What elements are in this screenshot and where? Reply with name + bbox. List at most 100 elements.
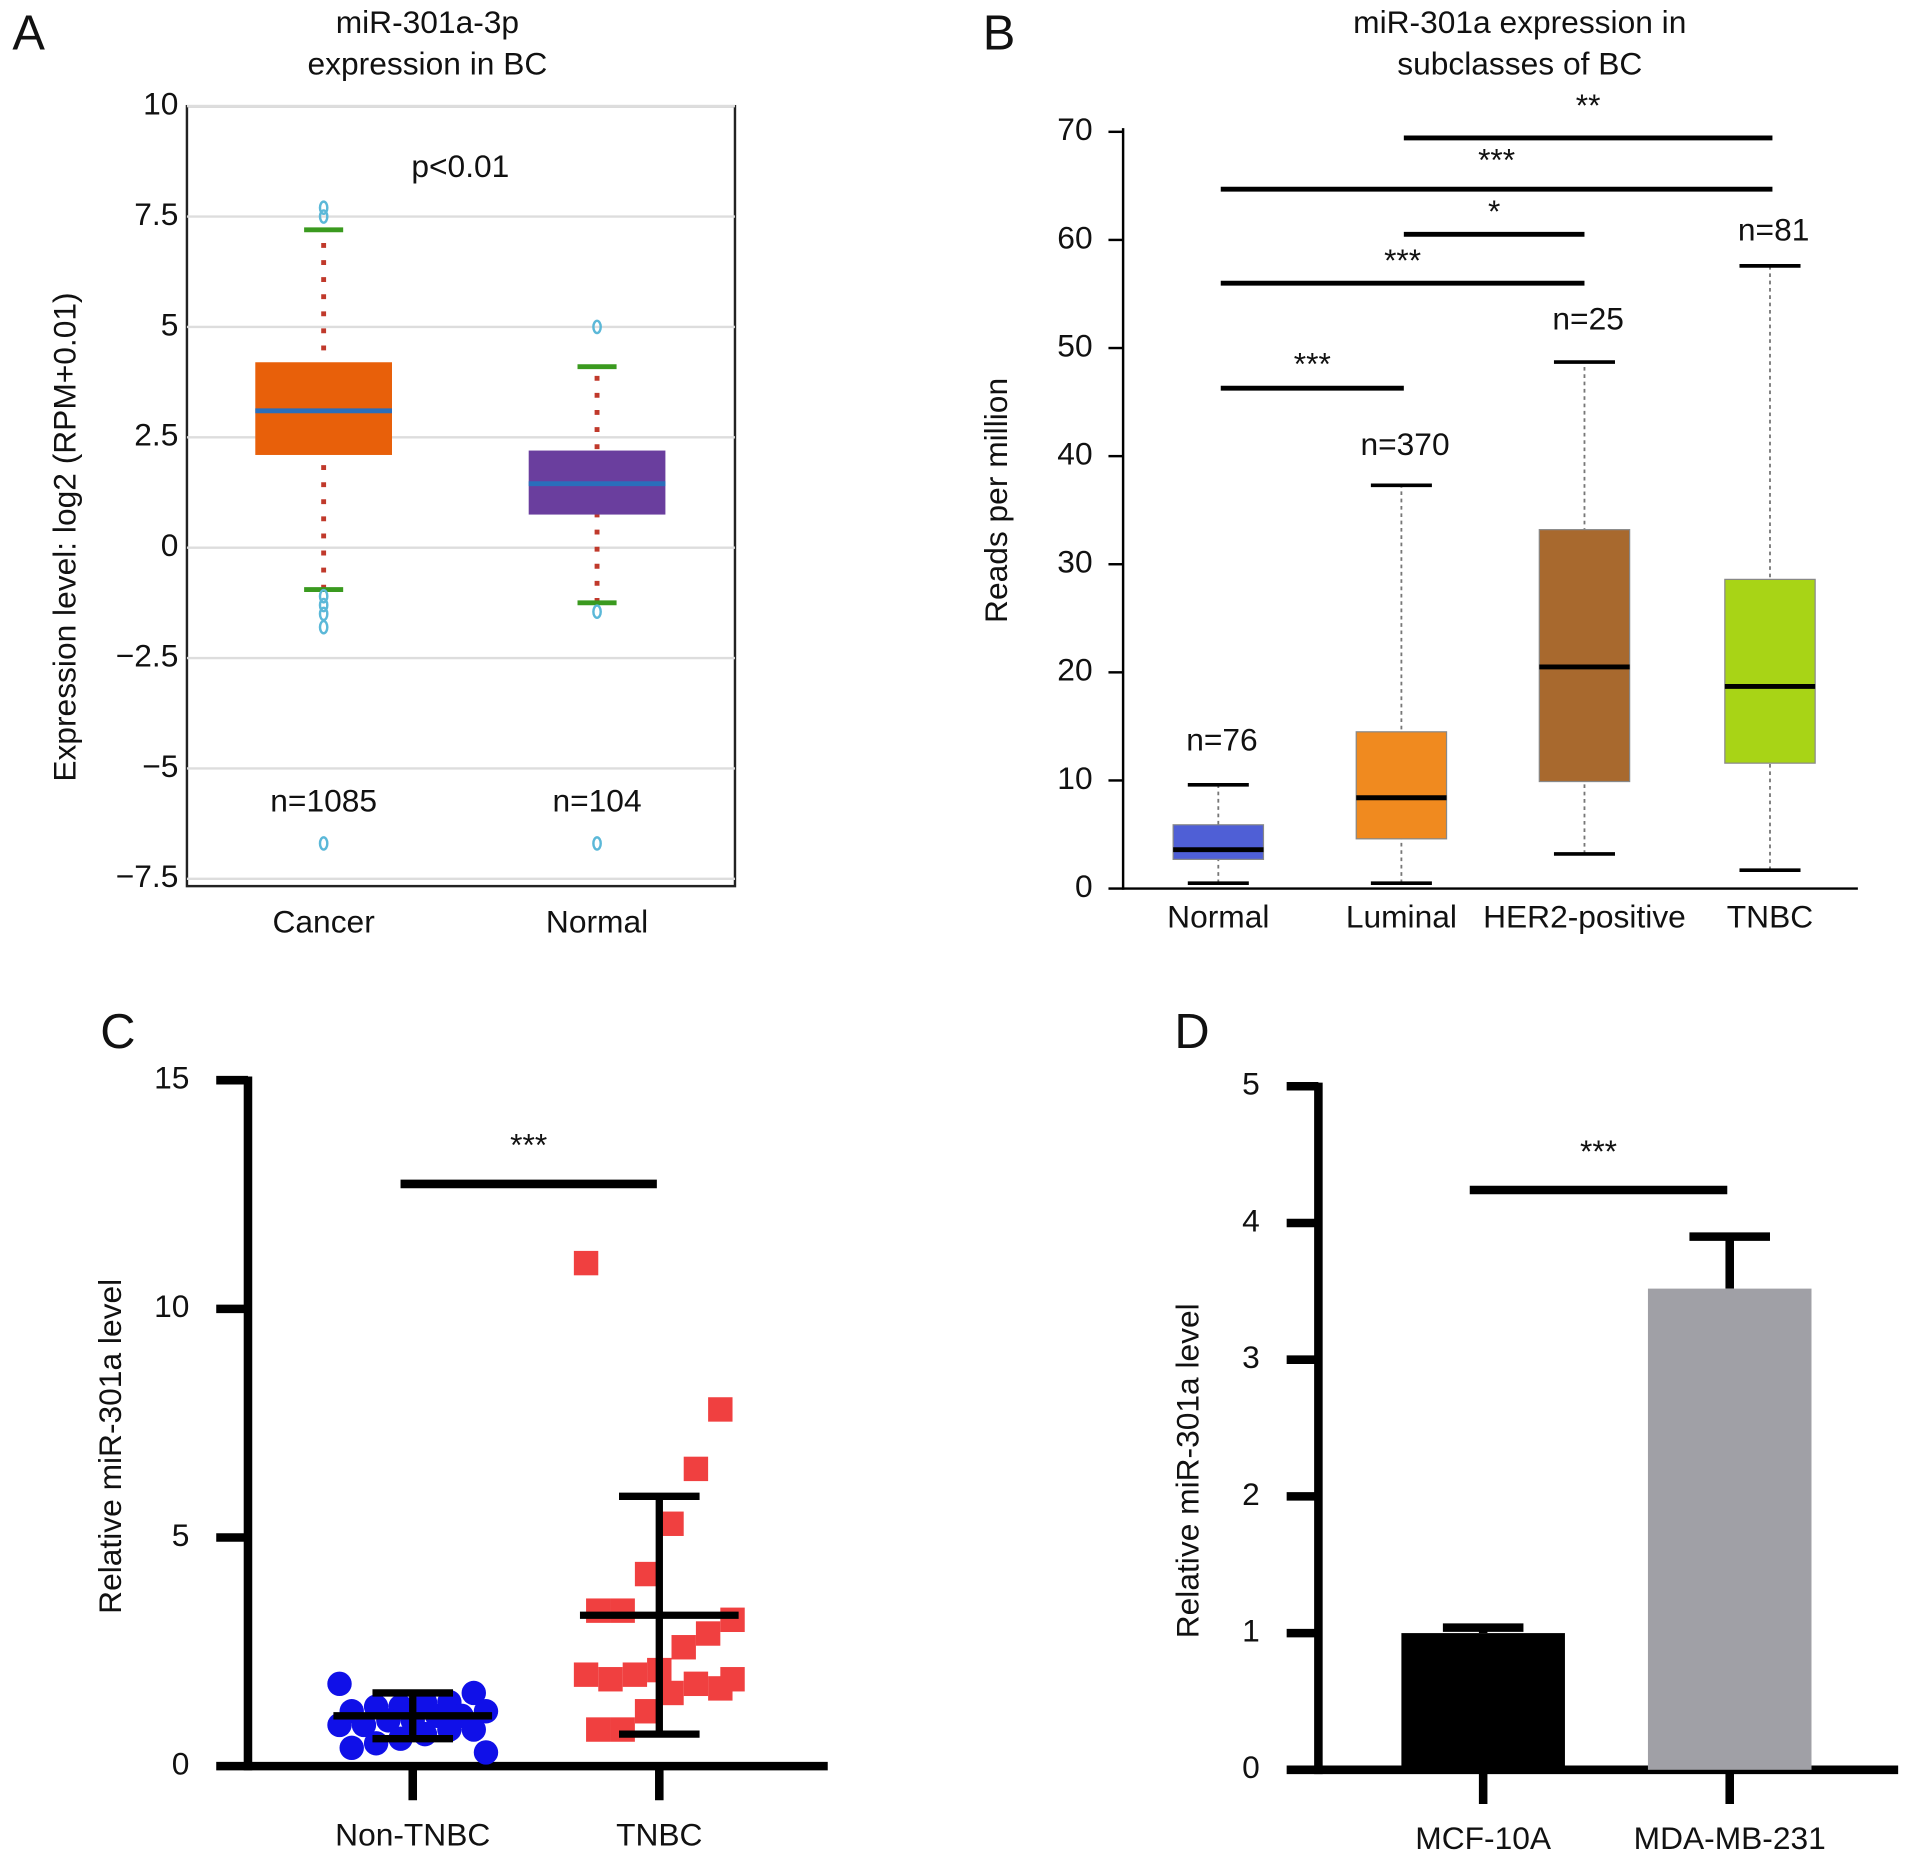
x-tick-label: MDA-MB-231 xyxy=(1634,1820,1826,1856)
point xyxy=(708,1397,733,1422)
point xyxy=(634,1561,660,1587)
chart-title: expression in BC xyxy=(308,45,548,81)
point xyxy=(683,1671,709,1697)
box xyxy=(1724,578,1816,764)
point xyxy=(461,1717,486,1742)
x-tick-label: Luminal xyxy=(1346,898,1457,934)
y-tick-label: 5 xyxy=(161,306,179,342)
x-tick-label: Non-TNBC xyxy=(335,1816,490,1852)
y-tick-label: 15 xyxy=(154,1060,189,1096)
y-tick-label: −5 xyxy=(142,748,178,784)
annotation: p<0.01 xyxy=(411,148,509,184)
point xyxy=(339,1735,364,1761)
y-tick-label: 10 xyxy=(1057,760,1092,796)
panel-letter: D xyxy=(1174,1005,1209,1059)
point xyxy=(671,1635,696,1660)
y-axis-label: Reads per million xyxy=(978,378,1014,623)
x-tick-label: MCF-10A xyxy=(1415,1820,1552,1856)
y-tick-label: 50 xyxy=(1057,327,1092,363)
n-label: n=76 xyxy=(1186,721,1257,757)
n-label: n=81 xyxy=(1738,211,1809,247)
point xyxy=(622,1662,648,1687)
y-tick-label: 70 xyxy=(1057,111,1092,147)
y-tick-label: −7.5 xyxy=(116,858,179,894)
significance-label: * xyxy=(1488,193,1500,229)
x-tick-label: Normal xyxy=(546,903,648,939)
significance-label: *** xyxy=(510,1127,547,1163)
y-tick-label: 0 xyxy=(161,527,179,563)
point xyxy=(473,1740,499,1765)
point xyxy=(461,1680,486,1706)
outlier xyxy=(318,200,329,216)
point xyxy=(610,1717,635,1742)
point xyxy=(598,1667,623,1692)
y-tick-label: 3 xyxy=(1242,1339,1260,1375)
outlier xyxy=(318,619,329,635)
x-tick-label: Cancer xyxy=(273,903,376,939)
y-tick-label: 10 xyxy=(154,1288,189,1324)
y-axis-label: Expression level: log2 (RPM+0.01) xyxy=(47,292,83,781)
bar xyxy=(1647,1288,1812,1770)
box xyxy=(1355,731,1448,840)
outlier xyxy=(592,604,602,620)
point xyxy=(683,1456,709,1482)
box xyxy=(1538,529,1631,783)
x-tick-label: HER2-positive xyxy=(1483,898,1686,934)
y-tick-label: 4 xyxy=(1242,1202,1260,1238)
y-axis-label: Relative miR-301a level xyxy=(1170,1303,1206,1638)
point xyxy=(659,1511,684,1536)
y-tick-label: 5 xyxy=(172,1517,190,1553)
outlier xyxy=(318,606,329,622)
box xyxy=(1172,824,1265,860)
point xyxy=(634,1699,660,1724)
chart-title: miR-301a-3p xyxy=(336,4,519,40)
significance-label: *** xyxy=(1384,242,1421,278)
outlier xyxy=(318,597,329,613)
point xyxy=(586,1598,611,1623)
outlier xyxy=(318,836,329,851)
y-tick-label: 2 xyxy=(1242,1476,1260,1512)
outlier xyxy=(592,319,602,335)
x-tick-label: TNBC xyxy=(616,1816,702,1852)
y-tick-label: 2.5 xyxy=(134,417,178,453)
x-tick-label: Normal xyxy=(1167,898,1269,934)
panel-letter: A xyxy=(12,7,45,61)
significance-label: *** xyxy=(1294,346,1331,382)
y-tick-label: −2.5 xyxy=(116,637,179,673)
n-label: n=370 xyxy=(1361,426,1450,462)
point xyxy=(695,1621,721,1646)
y-tick-label: 10 xyxy=(143,86,178,122)
n-label: n=104 xyxy=(553,782,642,818)
point xyxy=(573,1662,599,1687)
point xyxy=(720,1607,745,1633)
panel-letter: B xyxy=(983,7,1016,61)
y-tick-label: 20 xyxy=(1057,652,1092,688)
y-tick-label: 30 xyxy=(1057,544,1092,580)
panel-letter: C xyxy=(100,1005,135,1059)
point xyxy=(586,1717,611,1742)
chart-title: subclasses of BC xyxy=(1397,45,1642,81)
y-tick-label: 5 xyxy=(1242,1066,1260,1102)
y-tick-label: 60 xyxy=(1057,219,1092,255)
y-axis-label: Relative miR-301a level xyxy=(92,1279,128,1614)
n-label: n=25 xyxy=(1552,300,1623,336)
point xyxy=(659,1680,684,1706)
outlier xyxy=(592,836,602,851)
point xyxy=(573,1250,599,1276)
y-tick-label: 1 xyxy=(1242,1612,1260,1648)
y-tick-label: 40 xyxy=(1057,436,1092,472)
n-label: n=1085 xyxy=(270,782,377,818)
bar xyxy=(1401,1633,1565,1770)
significance-label: *** xyxy=(1478,142,1515,178)
y-tick-label: 0 xyxy=(1242,1749,1260,1785)
y-tick-label: 7.5 xyxy=(134,196,178,232)
point xyxy=(327,1671,352,1697)
point xyxy=(720,1667,745,1692)
significance-label: *** xyxy=(1580,1133,1617,1169)
y-tick-label: 0 xyxy=(1075,868,1093,904)
significance-label: ** xyxy=(1576,87,1601,123)
point xyxy=(610,1598,635,1623)
chart-title: miR-301a expression in xyxy=(1353,4,1686,40)
